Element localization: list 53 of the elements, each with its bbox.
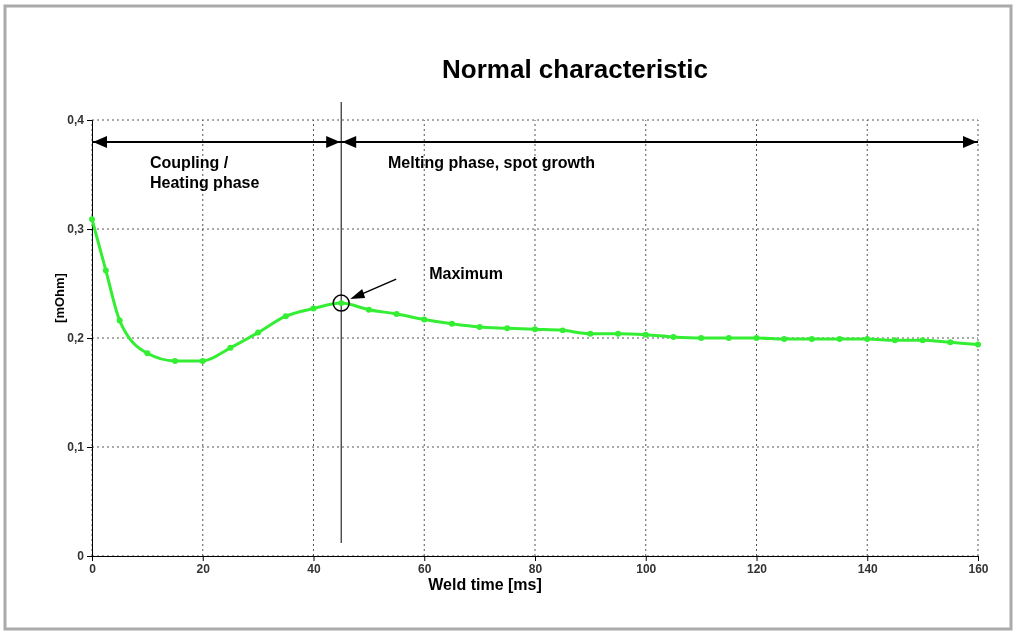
point <box>504 325 511 332</box>
point <box>587 330 594 337</box>
annotation: Coupling / Heating phase <box>150 154 260 191</box>
point <box>642 331 649 338</box>
y-axis-title: [mOhm] <box>52 273 67 323</box>
x-axis-title: Weld time [ms] <box>428 576 542 593</box>
y-tick-label: 0,1 <box>67 440 85 455</box>
x-tick-label: 20 <box>196 561 211 576</box>
point <box>753 335 760 341</box>
point <box>864 336 871 343</box>
x-tick-label: 80 <box>528 561 543 576</box>
y-tick-label: 0,2 <box>67 331 85 346</box>
x-tick-label: 40 <box>307 561 321 576</box>
x-tick-label: 160 <box>968 561 989 576</box>
point <box>975 341 981 348</box>
point <box>172 357 179 364</box>
point <box>144 350 151 357</box>
x-tick-label: 0 <box>89 561 97 576</box>
y-tick-label: 0,3 <box>67 222 85 237</box>
x-tick-label: 100 <box>636 561 657 576</box>
point <box>725 335 732 341</box>
annotation: Maximum <box>429 265 503 283</box>
point <box>102 267 109 274</box>
point <box>919 337 926 344</box>
point <box>476 324 483 331</box>
point <box>836 336 843 343</box>
x-tick-label: 60 <box>418 561 432 576</box>
y-tick-label: 0,4 <box>67 113 85 128</box>
point <box>891 337 898 344</box>
point <box>781 336 788 343</box>
chart-title: Normal characteristic <box>442 54 708 84</box>
annotation: Melting phase, spot growth <box>388 154 596 171</box>
point <box>89 216 95 223</box>
point <box>116 317 123 324</box>
y-tick-label: 0 <box>77 549 85 564</box>
point <box>615 330 622 337</box>
point <box>947 339 954 346</box>
x-tick-label: 120 <box>746 561 768 576</box>
x-tick-label: 140 <box>857 561 879 576</box>
point <box>199 357 206 364</box>
point <box>559 327 566 334</box>
point <box>670 333 677 340</box>
point <box>421 316 428 323</box>
point <box>282 313 289 320</box>
point <box>448 320 455 327</box>
point <box>808 336 815 343</box>
point <box>310 305 317 312</box>
point <box>532 326 538 333</box>
point <box>255 329 262 336</box>
point <box>227 344 234 351</box>
point <box>393 311 400 317</box>
point <box>698 335 705 341</box>
point <box>365 306 372 313</box>
